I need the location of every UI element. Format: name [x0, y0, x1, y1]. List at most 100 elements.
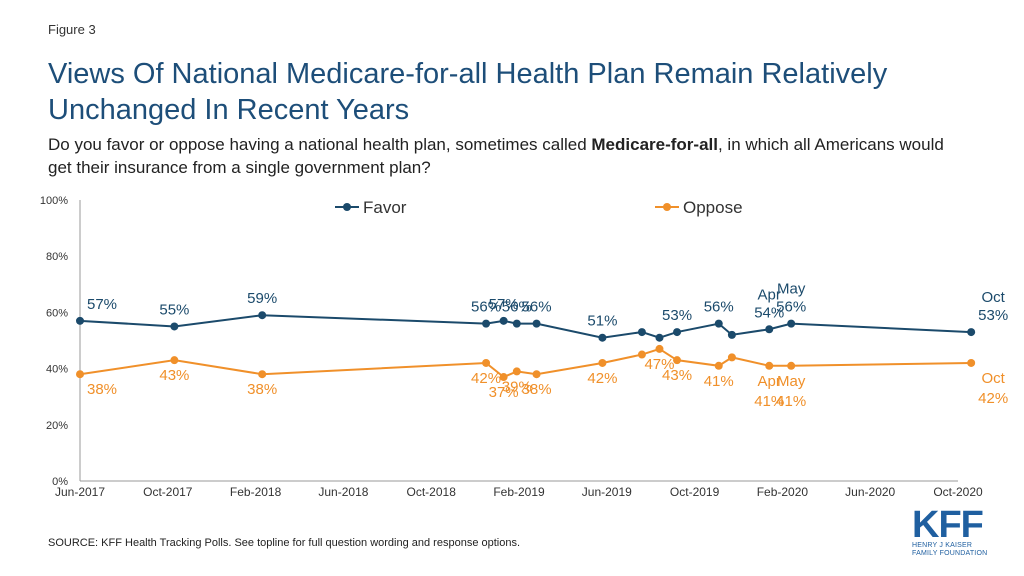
- favor-point: [532, 319, 541, 328]
- favor-data-label: 55%: [159, 301, 189, 318]
- oppose-data-label: Oct: [981, 370, 1005, 387]
- x-tick-label: Oct-2018: [407, 485, 457, 499]
- favor-point: [482, 319, 491, 328]
- favor-data-label: Oct: [981, 289, 1005, 306]
- x-tick-label: Oct-2020: [933, 485, 983, 499]
- x-tick-label: Jun-2017: [55, 485, 105, 499]
- oppose-point: [598, 358, 607, 367]
- oppose-data-label: 38%: [247, 381, 277, 398]
- oppose-point: [765, 361, 774, 370]
- favor-point: [637, 328, 646, 337]
- oppose-data-label: May: [777, 373, 806, 390]
- x-tick-label: Oct-2017: [143, 485, 193, 499]
- favor-data-label: 51%: [587, 313, 617, 330]
- favor-data-label: 53%: [978, 307, 1008, 324]
- oppose-point: [532, 370, 541, 379]
- x-tick-label: Jun-2018: [318, 485, 368, 499]
- oppose-data-label: 43%: [159, 367, 189, 384]
- legend-label: Favor: [363, 198, 407, 217]
- y-tick-label: 80%: [46, 251, 68, 263]
- oppose-data-label: 39%: [502, 378, 532, 395]
- y-tick-label: 60%: [46, 307, 68, 319]
- favor-data-label: 53%: [662, 307, 692, 324]
- favor-data-label: 54%: [754, 304, 784, 321]
- oppose-data-label: 41%: [704, 373, 734, 390]
- oppose-point: [967, 358, 976, 367]
- oppose-point: [727, 353, 736, 362]
- favor-data-label: 56%: [502, 299, 532, 316]
- subtitle-bold: Medicare-for-all: [591, 135, 718, 154]
- oppose-data-label: 42%: [978, 390, 1008, 407]
- oppose-point: [512, 367, 521, 376]
- favor-point: [499, 316, 508, 325]
- favor-point: [727, 330, 736, 339]
- oppose-point: [637, 350, 646, 359]
- favor-point: [258, 311, 267, 320]
- favor-data-label: 56%: [471, 299, 501, 316]
- oppose-data-label: 37%: [489, 384, 519, 401]
- favor-data-label: 57%: [87, 296, 117, 313]
- oppose-data-label: 38%: [87, 381, 117, 398]
- favor-data-label: 57%: [489, 296, 519, 313]
- favor-point: [765, 325, 774, 334]
- line-chart: 0% 20% 40% 60% 80% 100% Jun-2017 Oct-2017 Feb-20…: [40, 195, 1008, 499]
- oppose-point: [170, 356, 179, 365]
- favor-point: [967, 328, 976, 337]
- oppose-point: [482, 358, 491, 367]
- y-tick-label: 40%: [46, 364, 68, 376]
- x-tick-label: Feb-2020: [757, 485, 809, 499]
- oppose-data-label: 42%: [587, 370, 617, 387]
- oppose-point: [787, 361, 796, 370]
- oppose-point: [714, 361, 723, 370]
- oppose-point: [673, 356, 682, 365]
- favor-point: [512, 319, 521, 328]
- favor-point: [598, 333, 607, 342]
- x-tick-label: Feb-2018: [230, 485, 282, 499]
- y-tick-label: 100%: [40, 195, 68, 207]
- legend-marker: [663, 203, 671, 211]
- favor-point: [673, 328, 682, 337]
- subtitle-text-2: , in which all Americans would get their…: [48, 135, 944, 177]
- chart-title: Views Of National Medicare-for-all Healt…: [48, 58, 888, 126]
- favor-data-label: 56%: [776, 299, 806, 316]
- oppose-data-label: 47%: [644, 356, 674, 373]
- oppose-data-label: Apr: [758, 373, 781, 390]
- favor-point: [655, 333, 664, 342]
- favor-data-label: May: [777, 281, 806, 298]
- favor-data-label: 56%: [522, 299, 552, 316]
- favor-point: [76, 316, 84, 325]
- subtitle-text-1: Do you favor or oppose having a national…: [48, 135, 592, 154]
- oppose-data-label: 42%: [471, 370, 501, 387]
- favor-point: [714, 319, 723, 328]
- oppose-point: [258, 370, 267, 379]
- source-note: SOURCE: KFF Health Tracking Polls. See t…: [48, 537, 521, 549]
- kff-logo: KFF HENRY J KAISER FAMILY FOUNDATION: [912, 504, 992, 558]
- favor-point: [787, 319, 796, 328]
- favor-data-label: 59%: [247, 290, 277, 307]
- oppose-data-label: 41%: [754, 393, 784, 410]
- figure-label: Figure 3: [48, 22, 96, 37]
- oppose-data-label: 41%: [776, 393, 806, 410]
- chart-subtitle: Do you favor or oppose having a national…: [48, 133, 948, 179]
- oppose-data-label: 38%: [522, 381, 552, 398]
- y-tick-label: 0%: [52, 476, 68, 488]
- x-tick-label: Jun-2020: [845, 485, 895, 499]
- x-tick-label: Feb-2019: [493, 485, 545, 499]
- y-tick-label: 20%: [46, 420, 68, 432]
- x-tick-label: Jun-2019: [582, 485, 632, 499]
- oppose-point: [76, 370, 84, 379]
- oppose-point: [655, 344, 664, 353]
- logo-line-2: FAMILY FOUNDATION: [912, 550, 988, 557]
- logo-mark: KFF: [912, 504, 984, 546]
- logo-line-1: HENRY J KAISER: [912, 542, 973, 549]
- legend-label: Oppose: [683, 198, 743, 217]
- oppose-data-label: 43%: [662, 367, 692, 384]
- x-tick-label: Oct-2019: [670, 485, 720, 499]
- favor-line: [79, 314, 972, 339]
- favor-data-label: Apr: [758, 286, 781, 303]
- favor-point: [170, 322, 179, 331]
- oppose-line: [79, 347, 972, 379]
- legend-marker: [343, 203, 351, 211]
- favor-data-label: 56%: [704, 299, 734, 316]
- oppose-point: [499, 373, 508, 382]
